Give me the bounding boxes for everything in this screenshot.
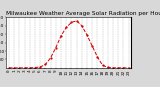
Text: Milwaukee Weather Average Solar Radiation per Hour W/m2 (Last 24 Hours): Milwaukee Weather Average Solar Radiatio…: [6, 11, 160, 16]
